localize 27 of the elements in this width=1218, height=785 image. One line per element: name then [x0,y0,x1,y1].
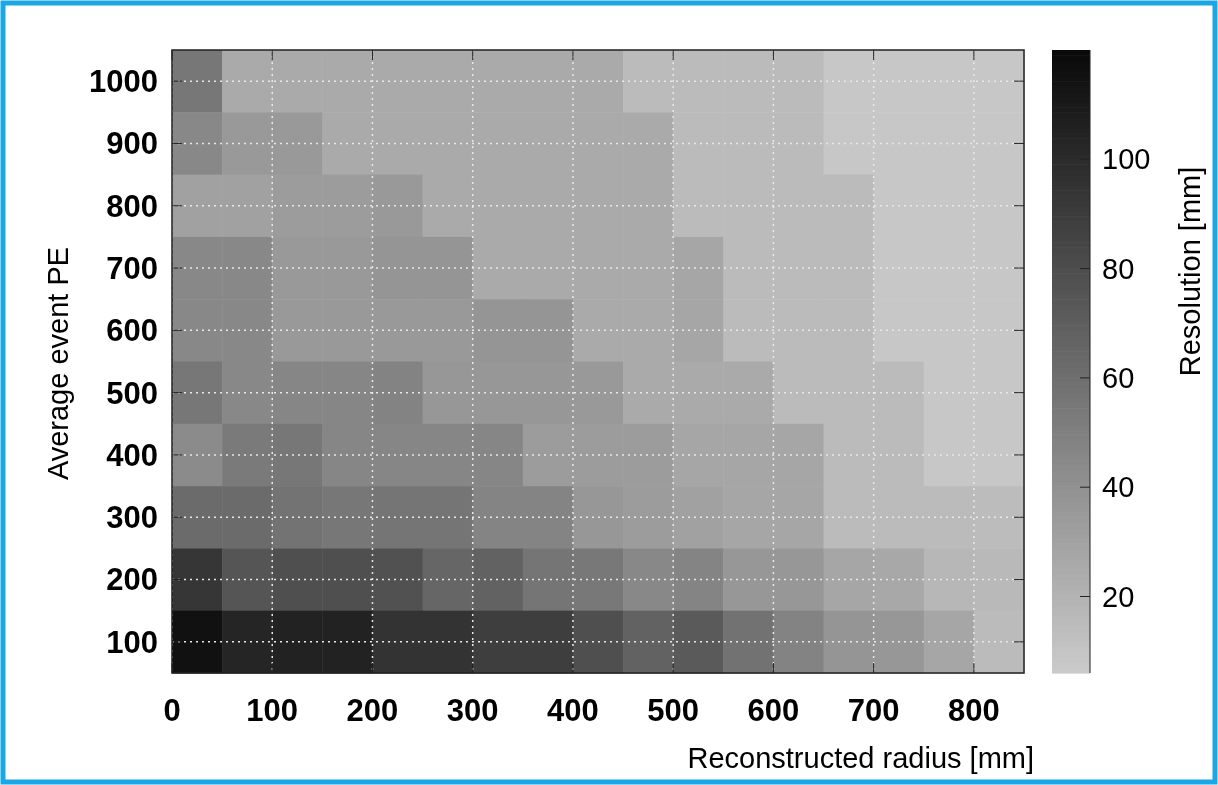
x-tick-label: 0 [163,693,181,728]
y-tick-label: 400 [106,437,158,473]
y-axis-title: Average event PE [42,246,74,481]
y-tick-label: 800 [106,188,158,224]
color-bar-label: 20 [1102,580,1135,613]
y-tick-label: 900 [106,126,158,162]
color-bar-label: 80 [1102,252,1135,285]
x-tick-label: 500 [647,693,700,728]
y-tick-label: 600 [106,313,158,349]
x-tick-label: 400 [547,693,599,728]
y-tick-label: 1000 [89,64,158,99]
color-bar-title: Resolution [mm] [1174,166,1206,377]
x-tick-label: 700 [847,693,900,728]
color-bar-label: 60 [1102,362,1135,395]
x-tick-label: 800 [948,693,1000,728]
color-bar-label: 40 [1102,471,1135,504]
y-tick-label: 700 [106,250,158,286]
x-axis-title: Reconstructed radius [mm] [687,742,1034,774]
color-bar-label: 100 [1102,143,1151,176]
x-tick-label: 200 [346,693,399,728]
x-tick-label: 600 [747,693,800,728]
y-tick-label: 200 [106,562,158,598]
x-tick-label: 300 [446,693,499,728]
y-tick-label: 100 [106,624,158,660]
x-tick-label: 100 [246,693,299,728]
y-tick-label: 500 [106,375,158,411]
y-tick-label: 300 [106,500,158,536]
